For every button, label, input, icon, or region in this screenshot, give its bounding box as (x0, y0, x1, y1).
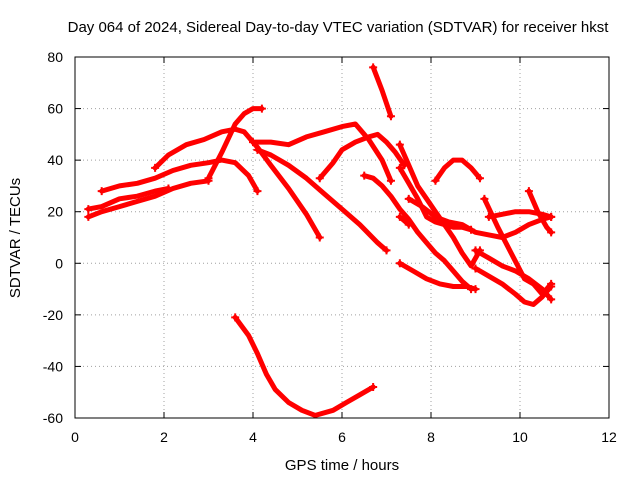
y-tick-label: -20 (43, 307, 63, 323)
series-line (397, 214, 412, 228)
data-point (547, 282, 556, 291)
series-line (361, 173, 474, 292)
data-point (471, 264, 480, 273)
series-track-6 (231, 313, 378, 418)
data-point (471, 246, 480, 255)
series-track-1 (84, 176, 213, 221)
data-point (395, 259, 404, 268)
y-tick-label: 0 (55, 255, 63, 271)
data-point (257, 104, 266, 113)
series-line (370, 64, 394, 119)
series-line (473, 265, 554, 307)
series-line (406, 196, 554, 240)
series-track-21 (471, 264, 556, 307)
data-point (386, 176, 395, 185)
data-point (253, 145, 262, 154)
data-point (524, 187, 533, 196)
y-tick-label: 60 (47, 101, 63, 117)
data-point (547, 295, 556, 304)
data-point (484, 212, 493, 221)
y-tick-label: -40 (43, 358, 63, 374)
series-track-4 (151, 126, 324, 242)
data-point (547, 212, 556, 221)
x-tick-label: 12 (601, 429, 617, 445)
x-tick-label: 6 (338, 429, 346, 445)
y-tick-label: 80 (47, 49, 63, 65)
data-point (547, 228, 556, 237)
series-track-11 (369, 63, 395, 121)
series-line (152, 126, 323, 240)
data-point (480, 194, 489, 203)
series-line (526, 188, 554, 235)
x-tick-labels: 0 2 4 6 8 10 12 (71, 429, 617, 445)
y-tick-label: 40 (47, 152, 63, 168)
data-point (151, 163, 160, 172)
data-point (471, 285, 480, 294)
data-point (253, 187, 262, 196)
series-track-2 (84, 184, 173, 214)
y-tick-label: 20 (47, 204, 63, 220)
series-track-22 (524, 187, 556, 237)
series-track-18 (471, 246, 556, 304)
data-point (395, 212, 404, 221)
data-series (84, 63, 556, 418)
data-point (395, 140, 404, 149)
axis-ticks (74, 56, 610, 419)
series-track-8 (253, 145, 391, 255)
series-line (317, 131, 407, 181)
data-point (404, 220, 413, 229)
x-tick-label: 0 (71, 429, 79, 445)
data-point (404, 194, 413, 203)
data-point (382, 246, 391, 255)
series-track-7 (249, 121, 395, 185)
series-track-14 (395, 212, 413, 229)
data-point (431, 176, 440, 185)
series-line (254, 147, 389, 253)
series-track-12 (395, 140, 484, 269)
data-point (84, 205, 93, 214)
x-tick-label: 2 (160, 429, 168, 445)
data-point (164, 184, 173, 193)
data-point (97, 187, 106, 196)
y-tick-labels: -60 -40 -20 0 20 40 60 80 (43, 49, 63, 426)
y-tick-label: -60 (43, 410, 63, 426)
x-tick-label: 10 (512, 429, 528, 445)
series-line (486, 209, 554, 220)
data-point (360, 171, 369, 180)
series-track-16 (431, 157, 484, 185)
data-point (249, 138, 257, 147)
series-line (99, 157, 260, 194)
series-line (397, 165, 474, 233)
series-line (206, 106, 265, 181)
series-line (232, 314, 376, 418)
data-point (386, 112, 395, 121)
data-point (369, 383, 378, 392)
x-tick-label: 8 (427, 429, 435, 445)
series-line (432, 157, 483, 184)
data-point (204, 174, 213, 183)
series-track-3 (97, 157, 262, 196)
series-line (85, 178, 211, 220)
y-axis-label: SDTVAR / TECUs (7, 178, 24, 298)
data-point (231, 313, 240, 322)
data-point (475, 174, 484, 183)
series-track-15 (395, 259, 480, 294)
series-track-5 (204, 104, 266, 183)
x-axis-label: GPS time / hours (285, 457, 399, 474)
data-point (84, 212, 93, 221)
series-line (250, 121, 394, 184)
series-track-20 (484, 209, 556, 221)
series-line (397, 260, 478, 292)
data-point (315, 174, 324, 183)
data-point (369, 63, 378, 72)
chart-title: Day 064 of 2024, Sidereal Day-to-day VTE… (68, 19, 610, 36)
x-tick-label: 4 (249, 429, 257, 445)
data-point (315, 233, 324, 242)
series-line (85, 186, 171, 212)
series-line (473, 247, 554, 302)
gridlines (75, 57, 609, 418)
data-point (395, 163, 404, 172)
